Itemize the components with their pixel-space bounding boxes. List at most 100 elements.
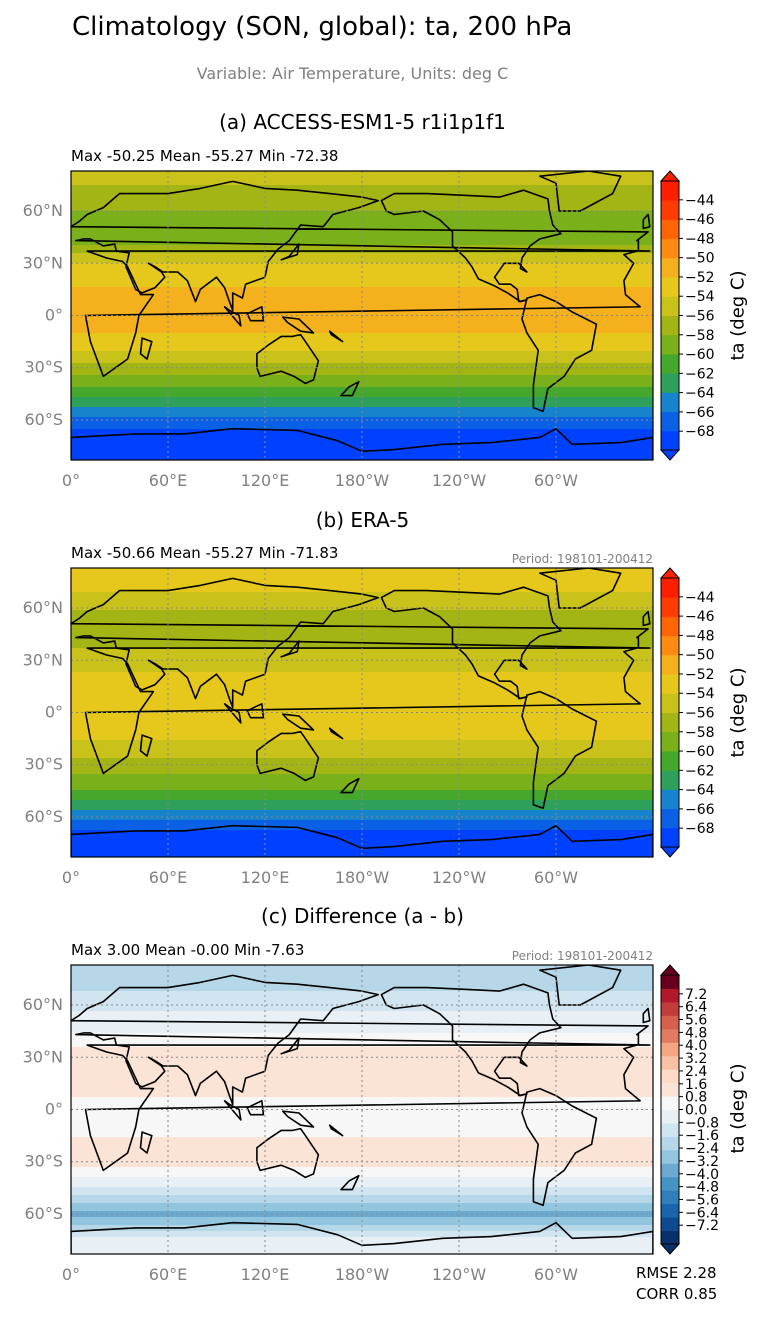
- colorbar-segment: [661, 789, 679, 810]
- field-band: [71, 453, 653, 456]
- colorbar-extend-min: [659, 846, 681, 858]
- colorbar-segment: [661, 731, 679, 752]
- colorbar-segment: [661, 1055, 679, 1070]
- field-band: [71, 776, 653, 779]
- field-band: [71, 971, 653, 974]
- field-band: [71, 1211, 653, 1214]
- field-band: [71, 1171, 653, 1174]
- field-band: [71, 327, 653, 330]
- colorbar-tick-label: −62: [685, 763, 715, 779]
- field-band: [71, 1001, 653, 1004]
- field-band: [71, 700, 653, 703]
- colorbar-tick-label: −0.8: [685, 1115, 719, 1131]
- field-band: [71, 656, 653, 659]
- field-band: [71, 676, 653, 679]
- field-band: [71, 1073, 653, 1076]
- field-band: [71, 1003, 653, 1006]
- field-band: [71, 357, 653, 360]
- field-band: [71, 1051, 653, 1054]
- field-band: [71, 983, 653, 986]
- coastline: [642, 610, 651, 627]
- field-band: [71, 826, 653, 829]
- field-band: [71, 223, 653, 226]
- colorbar-tick-label: −58: [685, 725, 715, 741]
- colorbar-segment: [661, 1082, 679, 1097]
- field-band: [71, 363, 653, 366]
- colorbar-segment: [661, 238, 679, 259]
- colorbar-tick-label: −68: [685, 821, 715, 837]
- field-band: [71, 1157, 653, 1160]
- field-band: [71, 987, 653, 990]
- field-band: [71, 997, 653, 1000]
- field-band: [71, 289, 653, 292]
- field-band: [71, 594, 653, 597]
- field-band: [71, 750, 653, 753]
- field-band: [71, 193, 653, 196]
- field-band: [71, 794, 653, 797]
- field-band: [71, 257, 653, 260]
- field-band: [71, 796, 653, 799]
- field-band: [71, 654, 653, 657]
- field-band: [71, 1151, 653, 1154]
- coastline: [256, 1127, 320, 1179]
- field-band: [71, 740, 653, 743]
- field-band: [71, 1111, 653, 1114]
- panel-c-title: (c) Difference (a - b): [261, 904, 464, 928]
- field-band: [71, 379, 653, 382]
- field-band: [71, 203, 653, 206]
- lon-tick-label: 60°W: [534, 471, 578, 490]
- field-band: [71, 319, 653, 322]
- colorbar-segment: [661, 654, 679, 675]
- coastline: [223, 305, 242, 327]
- lat-tick-label: 60°S: [24, 1204, 63, 1223]
- field-band: [71, 339, 653, 342]
- lon-tick-label: 120°E: [241, 471, 290, 490]
- colorbar-tick-label: −46: [685, 609, 715, 625]
- map-panel-a: 60°N 30°N 0° 30°S 60°S 0° 60°E 120°E 180°W 120°W 6…: [23, 170, 715, 490]
- lon-tick-label: 60°E: [149, 471, 187, 490]
- field-band: [71, 570, 653, 573]
- field-band: [71, 437, 653, 440]
- panel-c-period: Period: 198101-200412: [511, 949, 653, 963]
- field-band: [71, 1077, 653, 1080]
- colorbar-a: −44 −46 −48 −50 −52 −54 −56 −58 −60 −62 −64 −66 −68: [659, 170, 715, 461]
- field-band: [71, 1147, 653, 1150]
- colorbar-tick-label: 4.0: [685, 1038, 707, 1054]
- colorbar-tick-label: 5.6: [685, 1013, 707, 1029]
- colorbar-tick-label: −44: [685, 590, 715, 606]
- coastline: [642, 213, 651, 230]
- lon-tick-label: 0°: [62, 471, 80, 490]
- colorbar-tick-label: −56: [685, 309, 715, 325]
- field-band: [71, 273, 653, 276]
- field-band: [71, 417, 653, 420]
- field-band: [71, 660, 653, 663]
- colorbar-tick-label: −64: [685, 783, 715, 799]
- lon-tick-label: 120°E: [241, 868, 290, 887]
- field-band: [71, 1137, 653, 1140]
- lon-tick-label: 120°W: [432, 1265, 487, 1284]
- field-band: [71, 347, 653, 350]
- coastline: [380, 586, 562, 700]
- colorbar-segment: [661, 712, 679, 733]
- field-band: [71, 1143, 653, 1146]
- coastline: [280, 1037, 300, 1055]
- field-band: [71, 303, 653, 306]
- colorbar-extend-max: [659, 567, 681, 579]
- colorbar-segment: [661, 392, 679, 413]
- field-band: [71, 387, 653, 390]
- colorbar-tick-label: −48: [685, 231, 715, 247]
- field-band: [71, 800, 653, 803]
- field-band: [71, 620, 653, 623]
- coastline: [340, 380, 360, 397]
- field-band: [71, 1113, 653, 1116]
- colorbar-segment: [661, 1190, 679, 1205]
- field-band: [71, 610, 653, 613]
- field-band: [71, 584, 653, 587]
- field-band: [71, 1183, 653, 1186]
- map-panel-b: 60°N 30°N 0° 30°S 60°S 0° 60°E 120°E 180°W 120°W 6…: [23, 567, 715, 887]
- field-band: [71, 680, 653, 683]
- colorbar-segment: [661, 296, 679, 316]
- colorbar-segment: [661, 1096, 679, 1110]
- map-frame: [70, 567, 654, 858]
- field-band: [71, 333, 653, 336]
